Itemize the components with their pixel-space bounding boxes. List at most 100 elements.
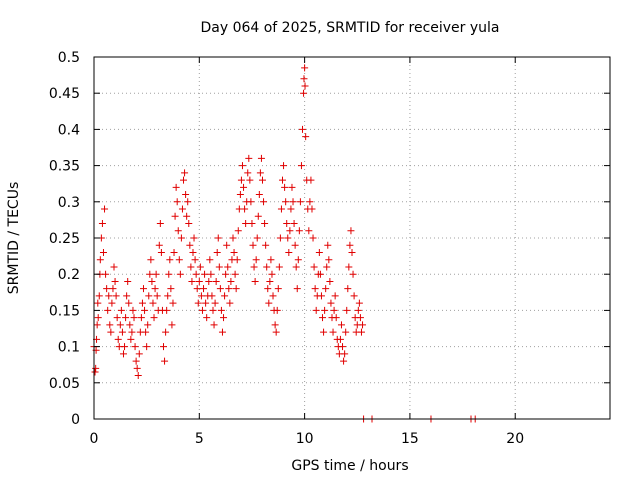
data-point xyxy=(267,256,275,264)
data-point xyxy=(212,277,220,285)
data-point xyxy=(132,357,140,365)
data-point xyxy=(157,248,165,256)
data-point xyxy=(181,169,189,177)
data-point xyxy=(126,321,134,329)
data-point xyxy=(183,212,191,220)
data-point xyxy=(324,241,332,249)
y-tick-label: 0.4 xyxy=(58,122,80,138)
data-point xyxy=(337,321,345,329)
y-tick-label: 0.25 xyxy=(49,231,80,247)
data-point xyxy=(299,125,307,133)
data-point xyxy=(245,154,253,162)
data-point xyxy=(294,256,302,264)
data-point xyxy=(226,299,234,307)
data-point xyxy=(149,299,157,307)
data-point xyxy=(155,241,163,249)
data-point xyxy=(283,220,291,228)
data-point xyxy=(166,256,174,264)
data-point xyxy=(209,306,217,314)
data-point xyxy=(200,285,208,293)
data-point xyxy=(223,241,231,249)
data-point xyxy=(118,328,126,336)
data-point xyxy=(94,314,102,322)
data-point xyxy=(218,328,226,336)
data-point xyxy=(168,321,176,329)
data-point xyxy=(269,292,277,300)
data-point xyxy=(143,343,151,351)
data-point xyxy=(127,335,135,343)
data-point xyxy=(188,277,196,285)
data-point xyxy=(317,292,325,300)
data-point xyxy=(285,248,293,256)
data-point xyxy=(170,248,178,256)
data-point xyxy=(156,220,164,228)
data-point xyxy=(198,306,206,314)
data-point xyxy=(302,133,310,141)
data-point xyxy=(164,292,172,300)
data-point xyxy=(216,285,224,293)
data-point xyxy=(169,299,177,307)
data-point xyxy=(173,198,181,206)
data-point xyxy=(227,277,235,285)
data-point xyxy=(180,176,188,184)
data-point xyxy=(110,263,118,271)
data-point xyxy=(201,270,209,278)
data-point xyxy=(280,162,288,170)
data-point xyxy=(292,263,300,271)
data-point xyxy=(112,292,120,300)
data-point xyxy=(349,270,357,278)
data-point xyxy=(348,248,356,256)
data-point xyxy=(215,263,223,271)
data-point xyxy=(178,205,186,213)
data-point xyxy=(276,234,284,242)
data-point xyxy=(265,299,273,307)
data-point xyxy=(272,328,280,336)
data-point xyxy=(315,248,323,256)
data-point xyxy=(176,270,184,278)
data-point xyxy=(162,328,170,336)
data-point xyxy=(102,270,110,278)
data-point xyxy=(275,263,283,271)
data-point xyxy=(122,314,130,322)
data-point xyxy=(251,277,259,285)
y-tick-label: 0.5 xyxy=(58,50,80,66)
data-point xyxy=(249,241,257,249)
data-point xyxy=(310,263,318,271)
data-point xyxy=(152,270,160,278)
x-tick-label: 5 xyxy=(195,431,204,447)
data-point xyxy=(300,89,308,97)
y-tick-label: 0.3 xyxy=(58,195,80,211)
data-point xyxy=(309,234,317,242)
data-point xyxy=(326,277,334,285)
data-point xyxy=(193,285,201,293)
data-point xyxy=(105,292,113,300)
data-point xyxy=(174,227,182,235)
x-tick-label: 20 xyxy=(506,431,524,447)
chart-title: Day 064 of 2025, SRMTID for receiver yul… xyxy=(200,20,499,36)
data-point xyxy=(131,343,139,351)
data-point xyxy=(133,364,141,372)
data-point xyxy=(184,198,192,206)
data-point xyxy=(144,321,152,329)
data-point xyxy=(301,82,309,90)
x-tick-label: 0 xyxy=(90,431,99,447)
data-point xyxy=(336,335,344,343)
data-point xyxy=(160,343,168,351)
data-point xyxy=(252,256,260,264)
data-point xyxy=(124,277,132,285)
data-point xyxy=(191,256,199,264)
data-point xyxy=(321,306,329,314)
data-point xyxy=(146,270,154,278)
data-point xyxy=(202,299,210,307)
y-tick-label: 0.35 xyxy=(49,159,80,175)
data-point xyxy=(98,220,106,228)
data-point xyxy=(128,328,136,336)
data-point xyxy=(116,321,124,329)
data-point xyxy=(357,328,365,336)
data-point xyxy=(203,314,211,322)
data-point xyxy=(150,314,158,322)
data-point xyxy=(343,306,351,314)
data-point xyxy=(217,306,225,314)
data-point xyxy=(108,299,116,307)
data-point xyxy=(295,227,303,235)
